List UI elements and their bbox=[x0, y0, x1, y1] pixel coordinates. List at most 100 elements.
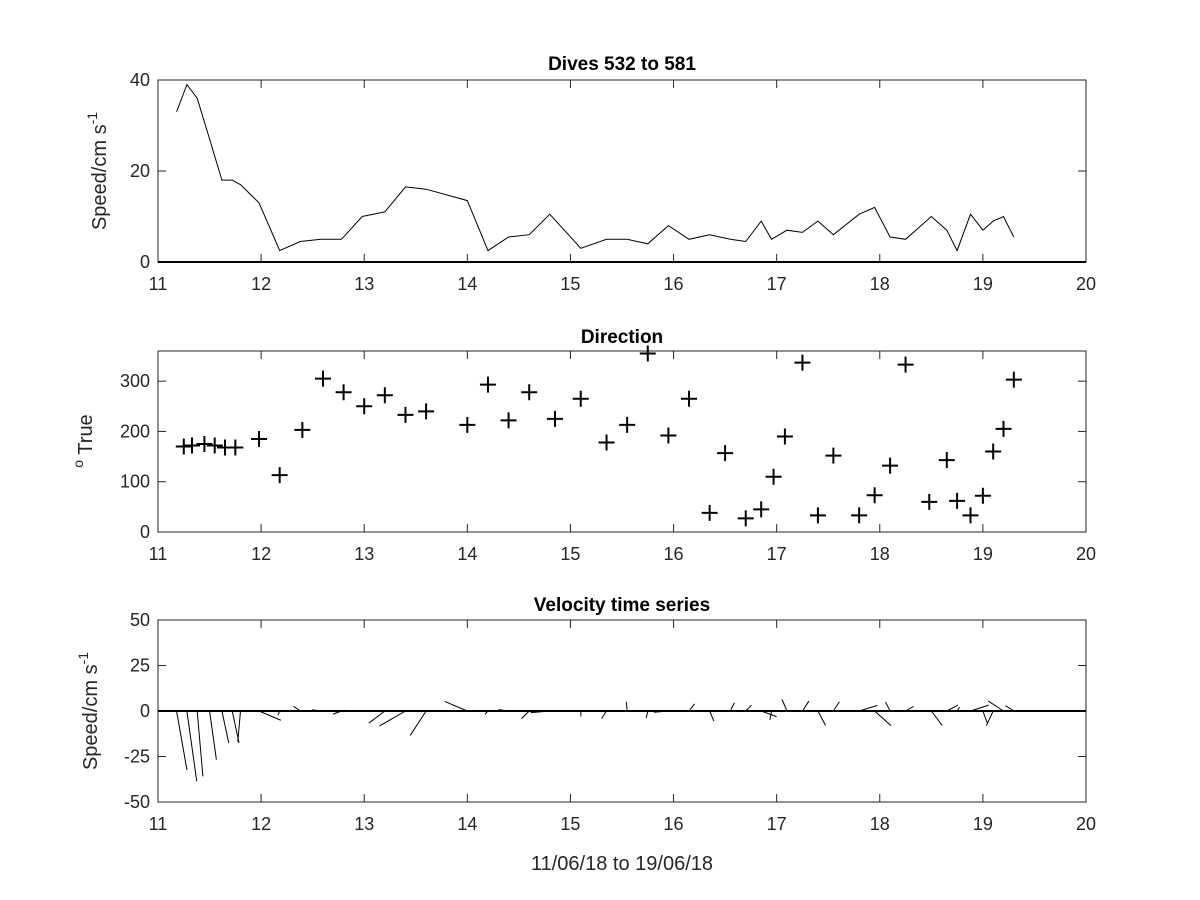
direction-axes-box bbox=[157, 350, 1087, 533]
x-tick-label: 19 bbox=[973, 814, 993, 834]
x-tick-label: 20 bbox=[1076, 274, 1096, 294]
direction-marker bbox=[660, 427, 677, 444]
velocity-stick bbox=[311, 709, 321, 712]
direction-marker bbox=[962, 507, 979, 524]
velocity-stick bbox=[379, 710, 406, 727]
x-tick-label: 12 bbox=[251, 274, 271, 294]
velocity-stick bbox=[645, 710, 649, 719]
y-tick-label: 300 bbox=[120, 371, 150, 391]
velocity-stick bbox=[258, 710, 282, 721]
x-tick-label: 13 bbox=[354, 814, 374, 834]
speed-axes-box bbox=[157, 79, 1087, 263]
y-tick-label: 0 bbox=[140, 252, 150, 272]
velocity-stick bbox=[484, 710, 489, 715]
velocity-stick bbox=[817, 710, 827, 726]
velocity-stick bbox=[209, 710, 217, 760]
x-tick-label: 16 bbox=[664, 544, 684, 564]
speed-series-line bbox=[176, 83, 1015, 252]
direction-marker bbox=[921, 493, 938, 510]
direction-panel: Direction o True 11 12 13 14 15 16 17 18 19 20010… bbox=[70, 327, 1096, 564]
direction-marker bbox=[737, 510, 754, 527]
direction-marker bbox=[314, 370, 331, 387]
velocity-stick bbox=[769, 710, 773, 721]
direction-marker bbox=[196, 436, 213, 453]
direction-marker bbox=[356, 398, 373, 415]
direction-marker bbox=[1005, 371, 1022, 388]
velocity-ylabel: Speed/cm s-1 bbox=[75, 652, 102, 770]
x-tick-label: 19 bbox=[973, 274, 993, 294]
velocity-stick bbox=[729, 702, 735, 712]
x-tick-label: 18 bbox=[870, 274, 890, 294]
velocity-stick bbox=[946, 704, 959, 712]
direction-marker bbox=[500, 412, 517, 429]
direction-marker bbox=[184, 437, 201, 454]
velocity-ylabel-main: Speed/cm s bbox=[80, 664, 102, 770]
direction-marker bbox=[851, 507, 868, 524]
direction-ylabel-sup: o bbox=[70, 460, 86, 468]
y-tick-label: 0 bbox=[140, 701, 150, 721]
velocity-stick bbox=[709, 710, 715, 722]
direction-marker bbox=[335, 384, 352, 401]
direction-marker bbox=[271, 467, 288, 484]
direction-marker bbox=[753, 501, 770, 518]
x-tick-label: 12 bbox=[251, 544, 271, 564]
direction-marker bbox=[397, 406, 414, 423]
direction-marker bbox=[459, 416, 476, 433]
velocity-stick bbox=[221, 710, 230, 744]
direction-marker bbox=[949, 492, 966, 509]
direction-marker bbox=[809, 507, 826, 524]
direction-marker bbox=[681, 390, 698, 407]
velocity-stick bbox=[332, 710, 342, 715]
velocity-stick bbox=[781, 699, 788, 712]
velocity-stick bbox=[930, 710, 943, 726]
direction-ylabel-main: True bbox=[75, 414, 97, 460]
x-tick-label: 17 bbox=[767, 544, 787, 564]
velocity-stick bbox=[293, 705, 301, 712]
velocity-stick bbox=[196, 710, 204, 777]
speed-ylabel-sup: -1 bbox=[84, 112, 100, 125]
velocity-stick bbox=[885, 701, 891, 712]
direction-marker bbox=[294, 421, 311, 438]
y-tick-label: 200 bbox=[120, 421, 150, 441]
y-tick-label: 50 bbox=[130, 610, 150, 630]
velocity-stick bbox=[802, 700, 810, 712]
direction-marker bbox=[227, 439, 244, 456]
velocity-stick bbox=[653, 710, 669, 713]
velocity-ylabel-sup: -1 bbox=[75, 652, 91, 665]
direction-marker bbox=[897, 356, 914, 373]
direction-marker bbox=[639, 345, 656, 362]
velocity-stick bbox=[982, 710, 988, 724]
speed-ylabel-main: Speed/cm s bbox=[89, 124, 111, 230]
velocity-stick bbox=[761, 710, 777, 718]
x-tick-label: 15 bbox=[560, 544, 580, 564]
x-tick-label: 15 bbox=[560, 274, 580, 294]
direction-marker bbox=[251, 430, 268, 447]
x-tick-label: 16 bbox=[664, 814, 684, 834]
velocity-stick bbox=[688, 703, 696, 712]
velocity-stick bbox=[1005, 705, 1015, 712]
velocity-stick bbox=[859, 704, 878, 712]
x-tick-label: 14 bbox=[457, 814, 477, 834]
direction-marker bbox=[717, 445, 734, 462]
y-tick-label: 0 bbox=[140, 522, 150, 542]
direction-marker bbox=[175, 438, 192, 455]
x-tick-label: 13 bbox=[354, 274, 374, 294]
velocity-stick bbox=[368, 710, 386, 724]
velocity-stick bbox=[444, 700, 468, 712]
velocity-stick bbox=[409, 710, 427, 736]
direction-marker bbox=[825, 447, 842, 464]
y-tick-label: 20 bbox=[130, 161, 150, 181]
x-tick-label: 14 bbox=[457, 544, 477, 564]
x-tick-label: 19 bbox=[973, 544, 993, 564]
direction-marker bbox=[376, 387, 393, 404]
direction-marker bbox=[572, 390, 589, 407]
direction-marker bbox=[995, 420, 1012, 437]
x-tick-label: 17 bbox=[767, 274, 787, 294]
x-tick-label: 14 bbox=[457, 274, 477, 294]
direction-marker bbox=[619, 416, 636, 433]
direction-marker bbox=[776, 428, 793, 445]
x-tick-label: 12 bbox=[251, 814, 271, 834]
velocity-stick bbox=[905, 706, 914, 712]
x-tick-label: 11 bbox=[149, 814, 168, 834]
direction-marker bbox=[794, 354, 811, 371]
